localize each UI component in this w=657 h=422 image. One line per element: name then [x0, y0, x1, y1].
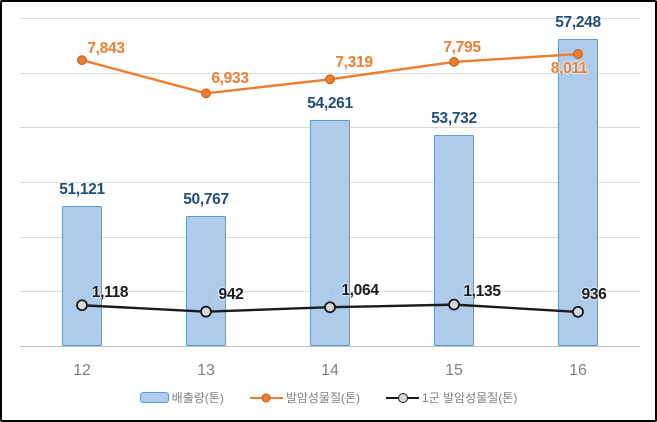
bar-value-label: 54,261 [307, 95, 353, 113]
carcinogen-point-marker[interactable] [325, 74, 335, 85]
horizontal-gridline [20, 72, 640, 74]
bar-value-label: 57,248 [555, 13, 601, 31]
x-axis-label-12: 12 [73, 362, 91, 379]
carcinogen-point-marker[interactable] [201, 88, 211, 99]
legend-label: 발암성물질(톤) [285, 391, 361, 405]
x-axis-label-13: 13 [197, 362, 215, 379]
legend-bar-swatch-icon [139, 392, 169, 403]
x-axis-line [20, 346, 640, 347]
legend-item[interactable]: 발암성물질(톤) [249, 389, 361, 406]
carcinogen-value-label: 8,011 [550, 60, 588, 78]
x-axis-label-15: 15 [445, 362, 463, 379]
carcinogen-line [81, 52, 579, 95]
legend-label: 배출량(톤) [171, 391, 224, 405]
group1-value-label: 942 [218, 285, 244, 303]
x-axis-label-16: 16 [569, 362, 587, 379]
bar-value-label: 50,767 [183, 190, 229, 208]
horizontal-gridline [20, 18, 640, 19]
legend-item[interactable]: 1군 발암성물질(톤) [386, 389, 517, 406]
bar-14[interactable] [310, 120, 350, 346]
carcinogen-point-marker[interactable] [449, 57, 459, 67]
legend-orange-line-swatch-icon [249, 392, 283, 403]
bar-13[interactable] [186, 215, 226, 346]
chart-legend: 배출량(톤) 발암성물질(톤) 1군 발암성물질(톤) [2, 389, 655, 406]
legend-item[interactable]: 배출량(톤) [139, 389, 224, 406]
bar-15[interactable] [434, 134, 474, 346]
carcinogen-value-label: 7,795 [443, 38, 481, 56]
legend-label: 1군 발암성물질(톤) [422, 391, 518, 405]
carcinogen-value-label: 7,319 [335, 54, 373, 72]
carcinogen-point-marker[interactable] [77, 55, 87, 66]
carcinogen-value-label: 7,843 [87, 40, 125, 58]
group1-value-label: 936 [581, 285, 607, 303]
group1-value-label: 1,135 [463, 282, 501, 300]
bar-value-label: 51,121 [59, 181, 105, 199]
group1-value-label: 1,118 [91, 284, 129, 302]
group1-value-label: 1,064 [341, 282, 379, 300]
bar-12[interactable] [62, 206, 102, 346]
carcinogen-value-label: 6,933 [211, 70, 249, 88]
legend-black-line-swatch-icon [386, 392, 420, 403]
x-axis-label-14: 14 [321, 362, 339, 379]
bar-value-label: 53,732 [431, 109, 477, 127]
